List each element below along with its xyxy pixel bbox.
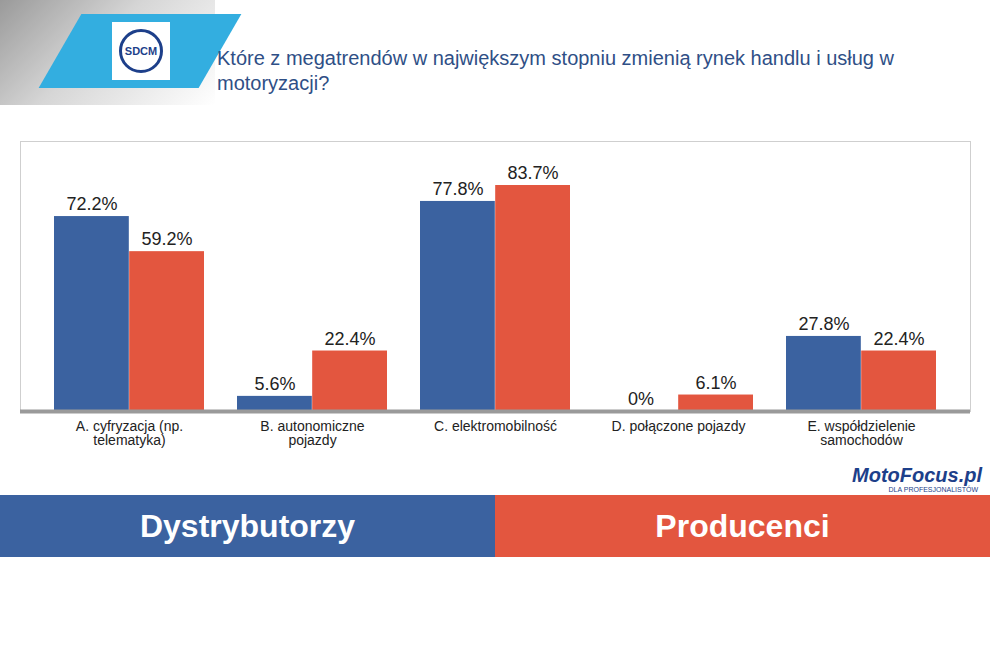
html-text:Dystrybutorzy: Dystrybutorzy [139, 507, 356, 544]
svg-text:72.2%: 72.2% [66, 194, 117, 214]
svg-text:E. współdzieleniesamochodów: E. współdzieleniesamochodów [807, 418, 915, 448]
html-text:MotoFocus.pl: MotoFocus.pl [852, 464, 982, 486]
svg-text:27.8%: 27.8% [798, 314, 849, 334]
svg-text:A. cyfryzacja (np.telematyka): A. cyfryzacja (np.telematyka) [76, 418, 183, 448]
html-text:SDCM: SDCM [124, 45, 158, 57]
svg-text:6.1%: 6.1% [696, 373, 737, 393]
svg-text:C. elektromobilność: C. elektromobilność [434, 418, 557, 434]
svg-text:22.4%: 22.4% [874, 329, 925, 349]
html-text:Producenci: Producenci [655, 507, 830, 544]
svg-text:0%: 0% [628, 389, 654, 409]
svg-text:5.6%: 5.6% [254, 374, 295, 394]
html-text:DLA PROFESJONALISTÓW: DLA PROFESJONALISTÓW [888, 486, 978, 493]
html-text:Które z megatrendów w najwięks: Które z megatrendów w największym stopni… [217, 47, 894, 94]
svg-text:B. autonomicznepojazdy: B. autonomicznepojazdy [260, 418, 364, 448]
svg-text:D. połączone pojazdy: D. połączone pojazdy [612, 418, 746, 434]
svg-text:83.7%: 83.7% [508, 163, 559, 183]
svg-text:59.2%: 59.2% [142, 229, 193, 249]
svg-text:22.4%: 22.4% [325, 329, 376, 349]
svg-text:77.8%: 77.8% [432, 179, 483, 199]
